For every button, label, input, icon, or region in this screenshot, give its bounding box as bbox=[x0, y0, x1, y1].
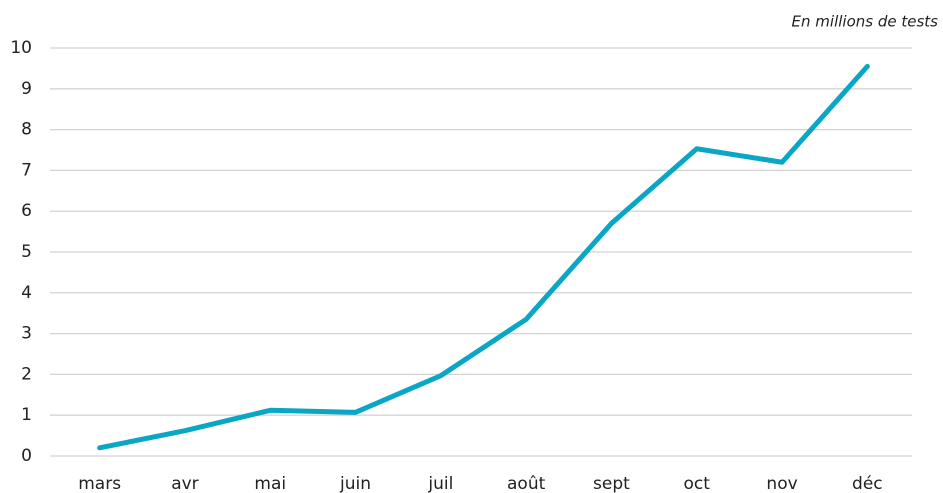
x-tick-label: août bbox=[507, 474, 546, 493]
x-tick-label: juin bbox=[339, 474, 371, 493]
y-tick-label: 9 bbox=[21, 79, 32, 99]
y-tick-label: 0 bbox=[21, 446, 32, 466]
x-tick-label: nov bbox=[766, 474, 797, 493]
x-tick-label: déc bbox=[852, 474, 883, 493]
y-tick-label: 8 bbox=[21, 120, 32, 140]
y-tick-label: 1 bbox=[21, 405, 32, 425]
y-tick-label: 2 bbox=[21, 364, 32, 384]
y-tick-label: 3 bbox=[21, 324, 32, 344]
y-tick-label: 6 bbox=[21, 201, 32, 221]
x-tick-label: mai bbox=[254, 474, 286, 493]
x-tick-label: juil bbox=[427, 474, 453, 493]
annotation: En millions de tests bbox=[792, 13, 939, 31]
x-tick-label: sept bbox=[593, 474, 630, 493]
y-tick-label: 5 bbox=[21, 242, 32, 262]
data-line bbox=[97, 63, 870, 451]
x-tick-label: avr bbox=[171, 474, 198, 493]
y-tick-label: 10 bbox=[10, 38, 32, 58]
y-tick-label: 4 bbox=[21, 283, 32, 303]
y-tick-label: 7 bbox=[21, 160, 32, 180]
x-tick-label: oct bbox=[684, 474, 711, 493]
x-tick-label: mars bbox=[78, 474, 121, 493]
